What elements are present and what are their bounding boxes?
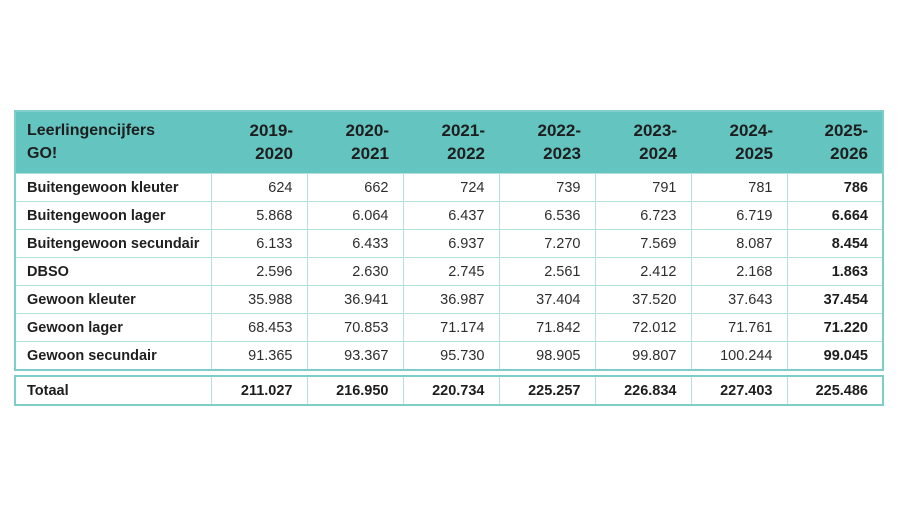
cell-value: 739 bbox=[498, 173, 596, 202]
total-table: Totaal 211.027 216.950 220.734 225.257 2… bbox=[14, 375, 884, 406]
row-label: DBSO bbox=[14, 257, 212, 286]
column-header-2019-2020: 2019- 2020 bbox=[211, 111, 307, 174]
cell-value: 72.012 bbox=[594, 313, 692, 342]
column-header-2023-2024: 2023- 2024 bbox=[595, 111, 691, 174]
table-title: Leerlingencijfers GO! bbox=[15, 111, 211, 174]
cell-value: 37.643 bbox=[690, 285, 788, 314]
cell-value: 71.842 bbox=[498, 313, 596, 342]
data-table: Leerlingencijfers GO! 2019- 2020 2020- 2… bbox=[14, 110, 884, 371]
row-label: Gewoon secundair bbox=[14, 341, 212, 371]
cell-value: 2.561 bbox=[498, 257, 596, 286]
cell-value: 791 bbox=[594, 173, 692, 202]
cell-value: 6.719 bbox=[690, 201, 788, 230]
column-header-2025-2026: 2025- 2026 bbox=[787, 111, 883, 174]
cell-value: 71.220 bbox=[786, 313, 884, 342]
total-value: 225.257 bbox=[498, 375, 596, 406]
cell-value: 724 bbox=[402, 173, 500, 202]
column-header-2021-2022: 2021- 2022 bbox=[403, 111, 499, 174]
column-header-2024-2025: 2024- 2025 bbox=[691, 111, 787, 174]
row-label: Buitengewoon secundair bbox=[14, 229, 212, 258]
row-label: Gewoon lager bbox=[14, 313, 212, 342]
cell-value: 8.087 bbox=[690, 229, 788, 258]
cell-value: 6.937 bbox=[402, 229, 500, 258]
row-label: Buitengewoon kleuter bbox=[14, 173, 212, 202]
cell-value: 5.868 bbox=[210, 201, 308, 230]
cell-value: 6.133 bbox=[210, 229, 308, 258]
cell-value: 6.437 bbox=[402, 201, 500, 230]
cell-value: 1.863 bbox=[786, 257, 884, 286]
cell-value: 781 bbox=[690, 173, 788, 202]
cell-value: 99.045 bbox=[786, 341, 884, 371]
leerlingencijfers-table: Leerlingencijfers GO! 2019- 2020 2020- 2… bbox=[14, 110, 884, 406]
cell-value: 2.745 bbox=[402, 257, 500, 286]
cell-value: 8.454 bbox=[786, 229, 884, 258]
total-value: 216.950 bbox=[306, 375, 404, 406]
column-header-2020-2021: 2020- 2021 bbox=[307, 111, 403, 174]
cell-value: 93.367 bbox=[306, 341, 404, 371]
cell-value: 95.730 bbox=[402, 341, 500, 371]
cell-value: 2.168 bbox=[690, 257, 788, 286]
cell-value: 6.064 bbox=[306, 201, 404, 230]
column-header-2022-2023: 2022- 2023 bbox=[499, 111, 595, 174]
cell-value: 70.853 bbox=[306, 313, 404, 342]
cell-value: 7.569 bbox=[594, 229, 692, 258]
cell-value: 624 bbox=[210, 173, 308, 202]
cell-value: 68.453 bbox=[210, 313, 308, 342]
cell-value: 6.536 bbox=[498, 201, 596, 230]
table-row: Gewoon kleuter 35.988 36.941 36.987 37.4… bbox=[14, 285, 884, 314]
cell-value: 37.454 bbox=[786, 285, 884, 314]
table-row: Gewoon lager 68.453 70.853 71.174 71.842… bbox=[14, 313, 884, 342]
total-value: 211.027 bbox=[210, 375, 308, 406]
cell-value: 36.941 bbox=[306, 285, 404, 314]
table-row: DBSO 2.596 2.630 2.745 2.561 2.412 2.168… bbox=[14, 257, 884, 286]
cell-value: 6.433 bbox=[306, 229, 404, 258]
cell-value: 71.761 bbox=[690, 313, 788, 342]
cell-value: 6.664 bbox=[786, 201, 884, 230]
total-value: 226.834 bbox=[594, 375, 692, 406]
total-value: 227.403 bbox=[690, 375, 788, 406]
cell-value: 36.987 bbox=[402, 285, 500, 314]
table-row: Buitengewoon secundair 6.133 6.433 6.937… bbox=[14, 229, 884, 258]
cell-value: 98.905 bbox=[498, 341, 596, 371]
total-value: 220.734 bbox=[402, 375, 500, 406]
row-label: Gewoon kleuter bbox=[14, 285, 212, 314]
cell-value: 2.596 bbox=[210, 257, 308, 286]
cell-value: 37.520 bbox=[594, 285, 692, 314]
total-value: 225.486 bbox=[786, 375, 884, 406]
cell-value: 2.412 bbox=[594, 257, 692, 286]
cell-value: 37.404 bbox=[498, 285, 596, 314]
total-row: Totaal 211.027 216.950 220.734 225.257 2… bbox=[14, 375, 884, 406]
table-row: Buitengewoon lager 5.868 6.064 6.437 6.5… bbox=[14, 201, 884, 230]
cell-value: 2.630 bbox=[306, 257, 404, 286]
cell-value: 35.988 bbox=[210, 285, 308, 314]
cell-value: 91.365 bbox=[210, 341, 308, 371]
cell-value: 7.270 bbox=[498, 229, 596, 258]
header-row: Leerlingencijfers GO! 2019- 2020 2020- 2… bbox=[15, 111, 883, 174]
total-label: Totaal bbox=[14, 375, 212, 406]
table-row: Gewoon secundair 91.365 93.367 95.730 98… bbox=[14, 341, 884, 371]
table-row: Buitengewoon kleuter 624 662 724 739 791… bbox=[14, 173, 884, 202]
cell-value: 100.244 bbox=[690, 341, 788, 371]
cell-value: 662 bbox=[306, 173, 404, 202]
cell-value: 6.723 bbox=[594, 201, 692, 230]
row-label: Buitengewoon lager bbox=[14, 201, 212, 230]
cell-value: 786 bbox=[786, 173, 884, 202]
cell-value: 99.807 bbox=[594, 341, 692, 371]
cell-value: 71.174 bbox=[402, 313, 500, 342]
